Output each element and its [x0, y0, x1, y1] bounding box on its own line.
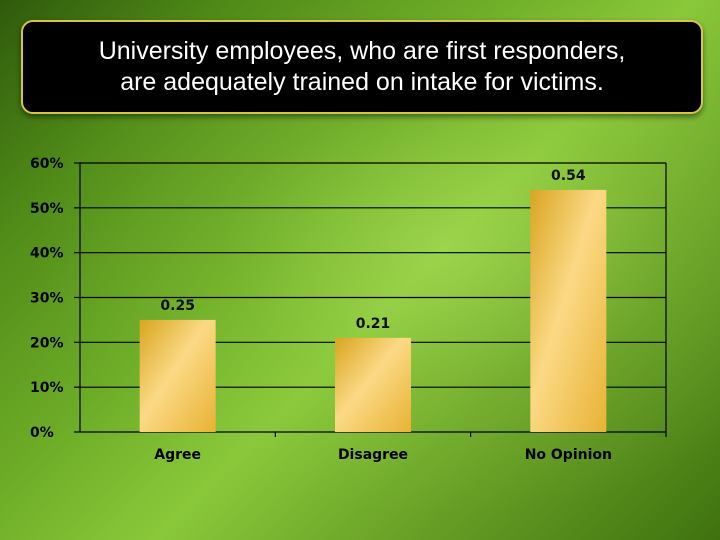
y-tick-label-1: 10%	[30, 380, 64, 396]
chart-title-line-1: University employees, who are first resp…	[98, 37, 626, 65]
labels: 0% 10% 20% 30% 40% 50% 60% 0.25 Agree 0.21 Disagre…	[30, 156, 612, 463]
bar-no-opinion	[530, 189, 607, 432]
y-tick-label-5: 50%	[30, 201, 64, 217]
y-tick-label-3: 30%	[30, 291, 64, 307]
chart-title-line-2: are adequately trained on intake for vic…	[120, 68, 604, 96]
title-box: University employees, who are first resp…	[21, 20, 703, 114]
data-label-agree: 0.25	[160, 298, 195, 314]
bar-agree	[139, 319, 216, 432]
x-tick-label-agree: Agree	[154, 447, 201, 463]
bar-disagree	[335, 337, 411, 432]
data-label-disagree: 0.21	[356, 316, 391, 332]
y-tick-label-2: 20%	[30, 335, 64, 351]
chart-title: University employees, who are first resp…	[85, 36, 640, 98]
data-label-no-opinion: 0.54	[551, 168, 586, 184]
y-tick-label-6: 60%	[30, 156, 64, 172]
y-tick-label-4: 40%	[30, 246, 64, 262]
x-tick-label-disagree: Disagree	[338, 447, 408, 463]
bars	[139, 189, 607, 432]
x-tick-label-no-opinion: No Opinion	[525, 447, 612, 463]
y-tick-label-0: 0%	[30, 425, 54, 441]
